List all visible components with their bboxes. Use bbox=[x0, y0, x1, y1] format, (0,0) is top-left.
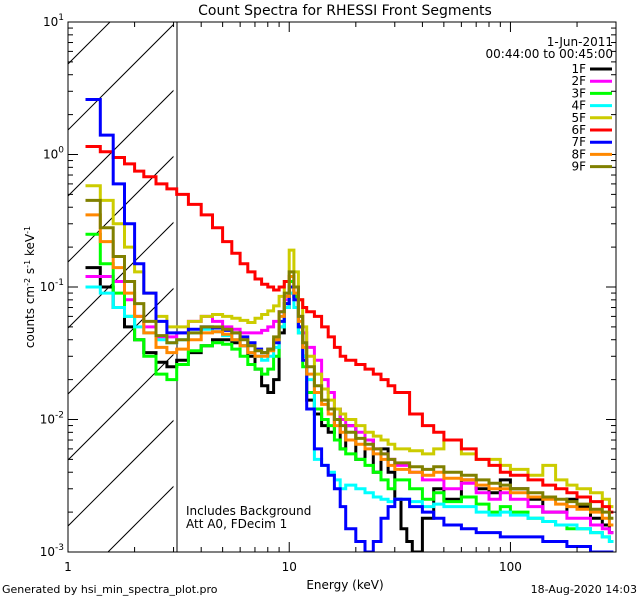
legend-label-1F: 1F bbox=[571, 62, 586, 76]
legend-label-3F: 3F bbox=[571, 86, 586, 100]
legend-label-5F: 5F bbox=[571, 111, 586, 125]
axis-layer: 10-3 10-2 10-1 100 101 1 10 100 bbox=[40, 13, 616, 574]
plot-frame bbox=[67, 21, 617, 553]
annotation-background: Includes Background bbox=[186, 504, 311, 518]
chart-title: Count Spectra for RHESSI Front Segments bbox=[198, 3, 492, 19]
hatch-line bbox=[68, 23, 174, 131]
hatch-line bbox=[636, 22, 640, 552]
y-tick-label: 10-1 bbox=[40, 278, 64, 294]
y-tick-label: 101 bbox=[43, 13, 64, 29]
x-tick-label: 10 bbox=[282, 560, 297, 574]
series-line-9F bbox=[85, 198, 614, 520]
hatch-line bbox=[174, 22, 640, 552]
hatch-line bbox=[68, 419, 174, 527]
series-line-7F bbox=[85, 98, 614, 552]
hatch-line bbox=[306, 22, 640, 552]
hatch-line bbox=[0, 22, 44, 552]
series-line-6F bbox=[85, 145, 614, 514]
y-axis-label: counts cm-2 s-1 keV-1 bbox=[23, 226, 38, 348]
series-line-5F bbox=[85, 184, 614, 509]
date-label: 1-Jun-2011 bbox=[547, 35, 613, 49]
series-line-4F bbox=[85, 285, 614, 543]
y-tick-label: 10-3 bbox=[40, 543, 64, 559]
x-tick-label: 1 bbox=[64, 560, 72, 574]
annotation-attenuator: Att A0, FDecim 1 bbox=[186, 517, 287, 531]
timestamp-label: 18-Aug-2020 14:03 bbox=[530, 583, 637, 596]
series-line-1F bbox=[85, 266, 614, 552]
x-axis-label: Energy (keV) bbox=[306, 578, 383, 592]
legend-label-9F: 9F bbox=[571, 160, 586, 174]
legend-label-2F: 2F bbox=[571, 74, 586, 88]
legend-label-7F: 7F bbox=[571, 135, 586, 149]
series-layer bbox=[85, 98, 614, 552]
legend-label-8F: 8F bbox=[571, 147, 586, 161]
hatch-line bbox=[68, 89, 174, 197]
generated-by-label: Generated by hsi_min_spectra_plot.pro bbox=[2, 583, 218, 596]
y-tick-label: 100 bbox=[43, 146, 64, 162]
x-tick-label: 100 bbox=[499, 560, 522, 574]
legend-label-6F: 6F bbox=[571, 123, 586, 137]
series-line-3F bbox=[85, 232, 614, 543]
time-range-label: 00:44:00 to 00:45:00 bbox=[486, 47, 613, 61]
legend-label-4F: 4F bbox=[571, 99, 586, 113]
y-tick-label: 10-2 bbox=[40, 411, 64, 427]
